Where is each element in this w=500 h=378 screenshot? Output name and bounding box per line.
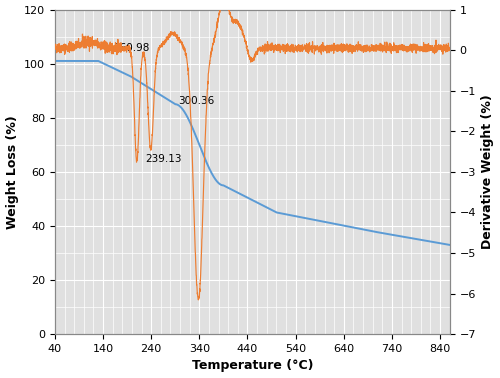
Text: 160.98: 160.98: [114, 43, 150, 53]
X-axis label: Temperature (°C): Temperature (°C): [192, 359, 313, 372]
Text: 239.13: 239.13: [146, 154, 182, 164]
Y-axis label: Weight Loss (%): Weight Loss (%): [6, 115, 18, 229]
Text: 300.36: 300.36: [178, 96, 214, 106]
Y-axis label: Derivative Weight (%): Derivative Weight (%): [482, 94, 494, 249]
